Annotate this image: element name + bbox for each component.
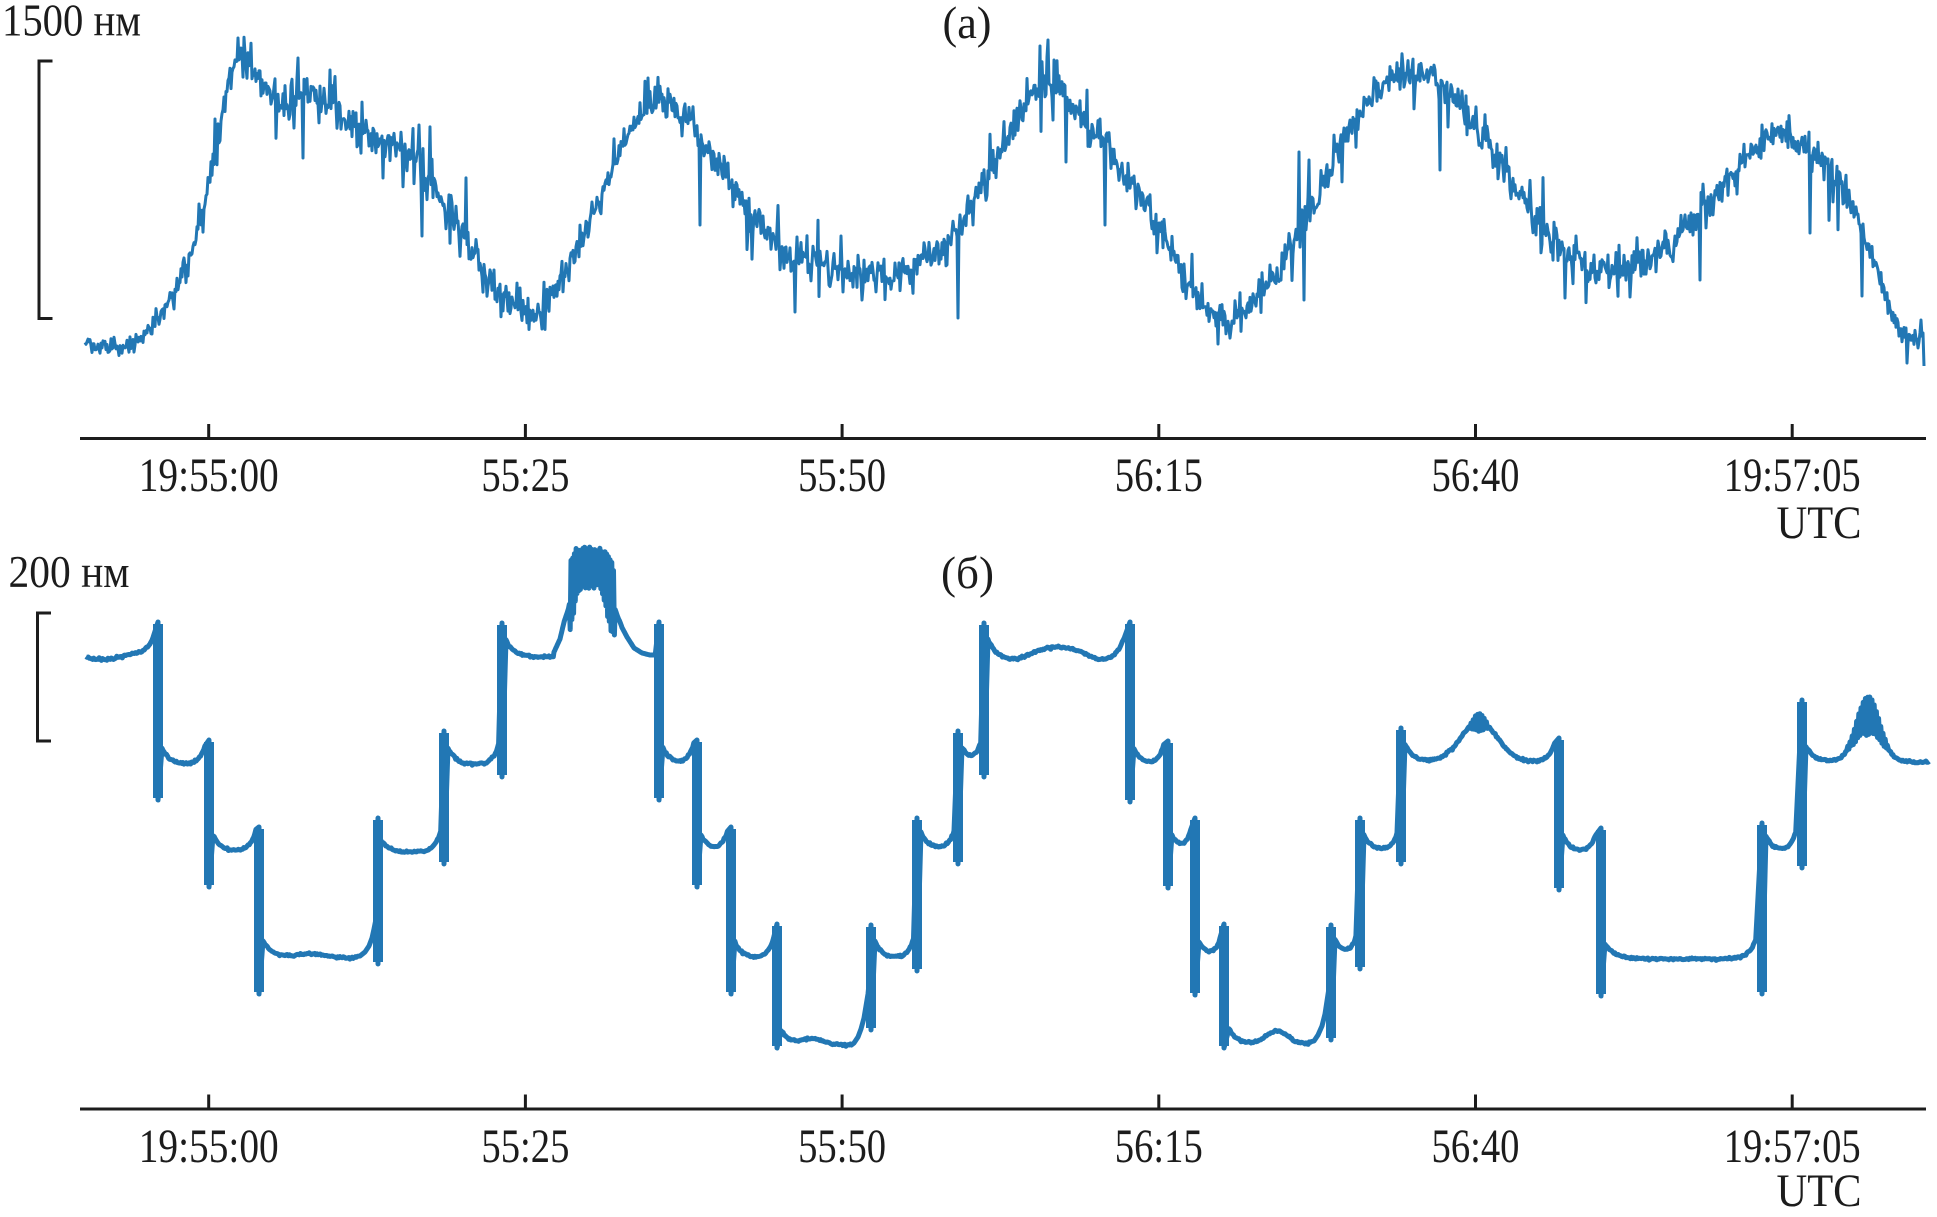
svg-text:55:50: 55:50 — [798, 449, 886, 502]
svg-text:56:15: 56:15 — [1115, 449, 1203, 502]
svg-text:56:40: 56:40 — [1432, 1120, 1520, 1173]
svg-text:19:57:05: 19:57:05 — [1724, 1120, 1861, 1173]
svg-text:(а): (а) — [943, 0, 992, 48]
svg-text:19:57:05: 19:57:05 — [1724, 449, 1861, 502]
svg-text:56:15: 56:15 — [1115, 1120, 1203, 1173]
svg-text:19:55:00: 19:55:00 — [139, 449, 279, 502]
svg-text:56:40: 56:40 — [1432, 449, 1520, 502]
svg-text:55:50: 55:50 — [798, 1120, 886, 1173]
svg-text:55:25: 55:25 — [481, 1120, 569, 1173]
svg-text:UTC: UTC — [1777, 497, 1862, 549]
svg-text:(б): (б) — [941, 547, 994, 598]
svg-text:19:55:00: 19:55:00 — [139, 1120, 279, 1173]
svg-text:200 нм: 200 нм — [9, 547, 130, 597]
svg-text:UTC: UTC — [1777, 1165, 1862, 1217]
svg-text:1500 нм: 1500 нм — [2, 0, 141, 46]
svg-text:55:25: 55:25 — [481, 449, 569, 502]
